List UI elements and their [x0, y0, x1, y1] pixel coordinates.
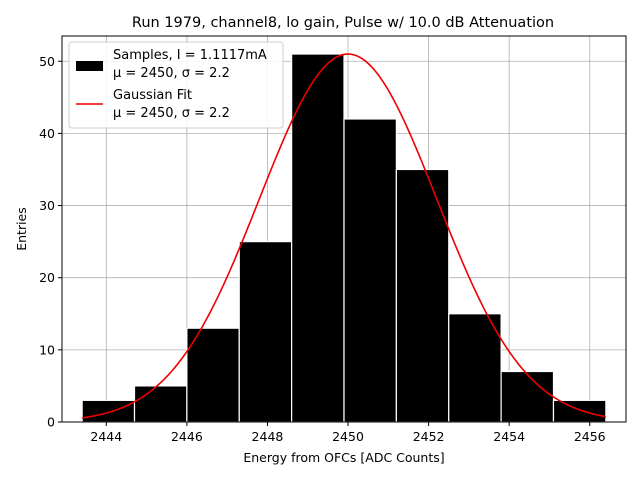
plot-frame	[61, 35, 627, 423]
legend: Samples, I = 1.1117mA μ = 2450, σ = 2.2 …	[68, 41, 284, 129]
y-tick-label: 10	[39, 342, 55, 357]
histogram-bar	[343, 118, 397, 423]
legend-swatch-samples	[76, 61, 103, 71]
y-tick-label: 30	[39, 198, 55, 213]
x-axis-label: Energy from OFCs [ADC Counts]	[243, 450, 444, 465]
histogram-bar	[552, 399, 607, 423]
y-axis-ticks: 0 10 20 30 40 50	[39, 54, 62, 430]
x-tick-label: 2456	[574, 429, 606, 444]
x-axis-ticks: 2444 2446 2448 2450 2452 2454 2456	[90, 422, 606, 444]
y-tick-label: 40	[39, 126, 55, 141]
gaussian-fit-line	[82, 53, 607, 419]
legend-frame	[68, 41, 284, 129]
x-tick-label: 2454	[493, 429, 525, 444]
histogram-bar	[395, 168, 450, 423]
x-tick-label: 2444	[90, 429, 122, 444]
legend-label-fit-params: μ = 2450, σ = 2.2	[113, 106, 230, 121]
x-tick-label: 2448	[252, 429, 284, 444]
x-tick-label: 2452	[413, 429, 445, 444]
legend-label-samples-params: μ = 2450, σ = 2.2	[113, 66, 230, 81]
bars-layer	[81, 53, 607, 423]
histogram-bar	[500, 370, 555, 423]
x-tick-label: 2446	[171, 429, 203, 444]
histogram-bar	[291, 53, 345, 423]
y-tick-label: 20	[39, 270, 55, 285]
legend-label-fit: Gaussian Fit	[113, 88, 192, 103]
y-tick-label: 0	[47, 415, 55, 430]
y-tick-label: 50	[39, 54, 55, 69]
histogram-bar	[238, 241, 293, 423]
histogram-bar	[81, 399, 136, 423]
legend-label-samples: Samples, I = 1.1117mA	[113, 48, 267, 63]
fit-layer	[82, 53, 607, 419]
histogram-bar	[186, 327, 240, 423]
chart-title: Run 1979, channel8, lo gain, Pulse w/ 10…	[132, 15, 554, 31]
x-tick-label: 2450	[332, 429, 364, 444]
y-axis-label: Entries	[14, 207, 29, 251]
histogram-bar	[448, 313, 502, 423]
histogram-bar	[133, 385, 188, 423]
